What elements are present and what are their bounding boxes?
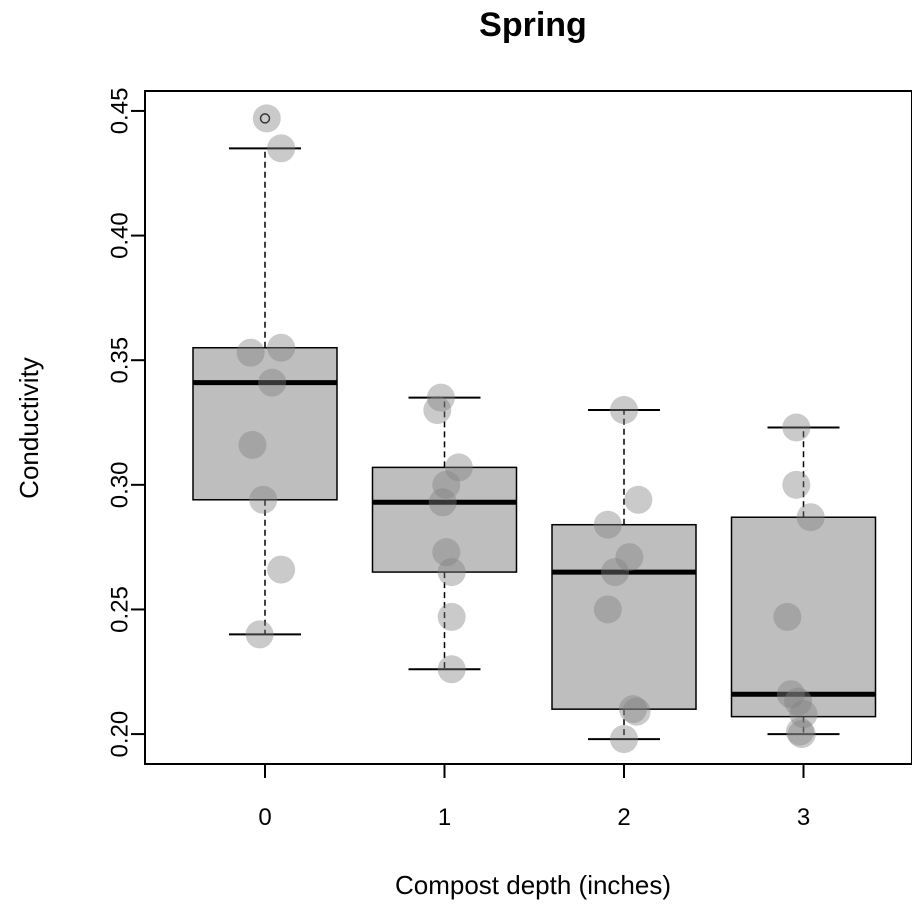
x-axis-label: Compost depth (inches) <box>395 870 671 900</box>
data-point <box>258 368 287 397</box>
x-tick-label: 2 <box>617 804 630 831</box>
data-point <box>245 620 274 649</box>
box <box>551 523 697 710</box>
data-points <box>236 104 825 754</box>
y-tick-label: 0.20 <box>106 711 133 758</box>
data-point <box>784 687 813 716</box>
box <box>192 346 338 501</box>
data-point <box>236 338 265 367</box>
data-point <box>267 333 296 362</box>
data-point <box>622 697 651 726</box>
data-point <box>789 700 818 729</box>
data-point <box>428 488 457 517</box>
data-point <box>787 720 816 749</box>
box-group-1 <box>371 396 518 671</box>
data-point <box>437 602 466 631</box>
data-point <box>267 555 296 584</box>
y-tick-label: 0.30 <box>106 461 133 508</box>
y-tick-label: 0.35 <box>106 337 133 384</box>
data-point <box>432 470 461 499</box>
box-group-2 <box>551 409 697 741</box>
data-point <box>782 470 811 499</box>
data-point <box>444 453 473 482</box>
data-point <box>618 695 647 724</box>
box-group-3 <box>730 426 877 736</box>
x-tick-label: 1 <box>438 804 451 831</box>
data-point <box>610 396 638 425</box>
data-point <box>796 503 825 532</box>
data-point <box>610 725 638 754</box>
data-point <box>624 485 653 514</box>
box <box>730 516 877 718</box>
data-point <box>601 558 630 587</box>
y-axis-label: Conductivity <box>14 357 44 499</box>
x-tick-label: 0 <box>258 804 271 831</box>
data-point <box>593 595 622 624</box>
data-point <box>437 558 466 587</box>
data-point <box>776 680 805 709</box>
y-tick-label: 0.40 <box>106 212 133 259</box>
box-group-0 <box>192 113 338 636</box>
y-tick-label: 0.25 <box>106 586 133 633</box>
y-tick-label: 0.45 <box>106 88 133 135</box>
data-point <box>423 396 452 425</box>
data-point <box>593 510 622 539</box>
x-tick-label: 3 <box>797 804 810 831</box>
data-point <box>249 485 278 514</box>
plot-frame <box>144 90 912 765</box>
data-point <box>252 104 281 133</box>
data-point <box>426 383 455 412</box>
data-point <box>238 430 267 459</box>
data-point <box>773 602 802 631</box>
data-point <box>267 134 296 163</box>
outlier-point <box>259 113 271 124</box>
data-point <box>782 413 811 442</box>
chart-title: Spring <box>479 6 587 44</box>
data-point <box>432 538 461 567</box>
data-point <box>785 717 814 746</box>
data-point <box>437 655 466 684</box>
box <box>371 466 518 573</box>
data-point <box>615 543 644 572</box>
plot-area: 0.20 0.25 0.30 0.35 0.40 0.45 0 1 2 3 <box>106 88 912 831</box>
